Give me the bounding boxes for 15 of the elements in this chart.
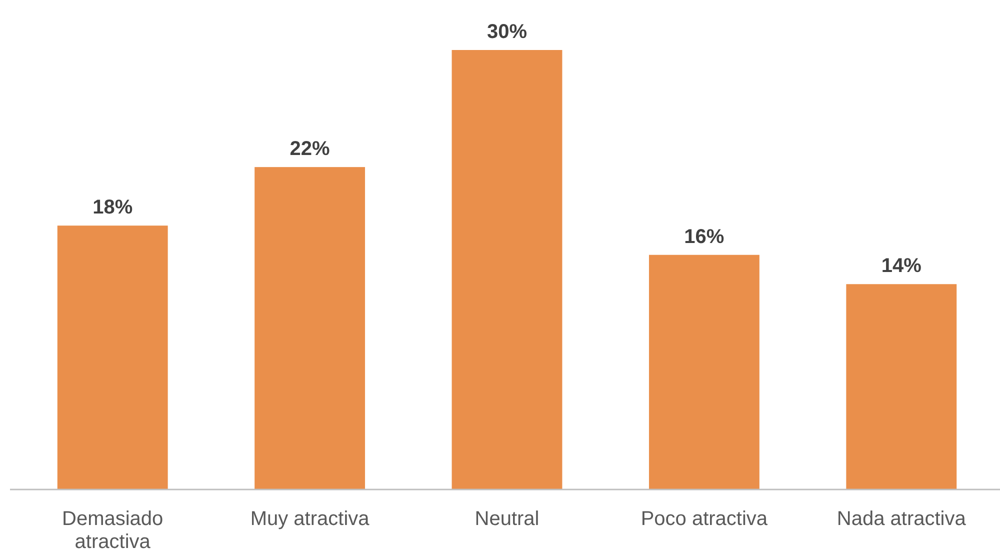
bar <box>254 167 366 489</box>
x-tick-label: Neutral <box>474 508 540 530</box>
x-tick-label: Muy atractiva <box>250 508 370 530</box>
data-label: 22% <box>290 138 330 160</box>
data-label: 18% <box>92 196 133 219</box>
bar <box>452 50 562 489</box>
x-tick-label: Nada atractiva <box>836 508 967 530</box>
data-label: 30% <box>486 21 528 43</box>
data-label: 14% <box>881 255 922 278</box>
x-tick-label: Poco atractiva <box>640 508 768 530</box>
bar <box>846 284 957 489</box>
bar <box>57 226 168 489</box>
data-label: 16% <box>684 226 724 248</box>
x-tick-label: Demasiado atractiva <box>62 508 164 553</box>
bar <box>648 254 760 489</box>
